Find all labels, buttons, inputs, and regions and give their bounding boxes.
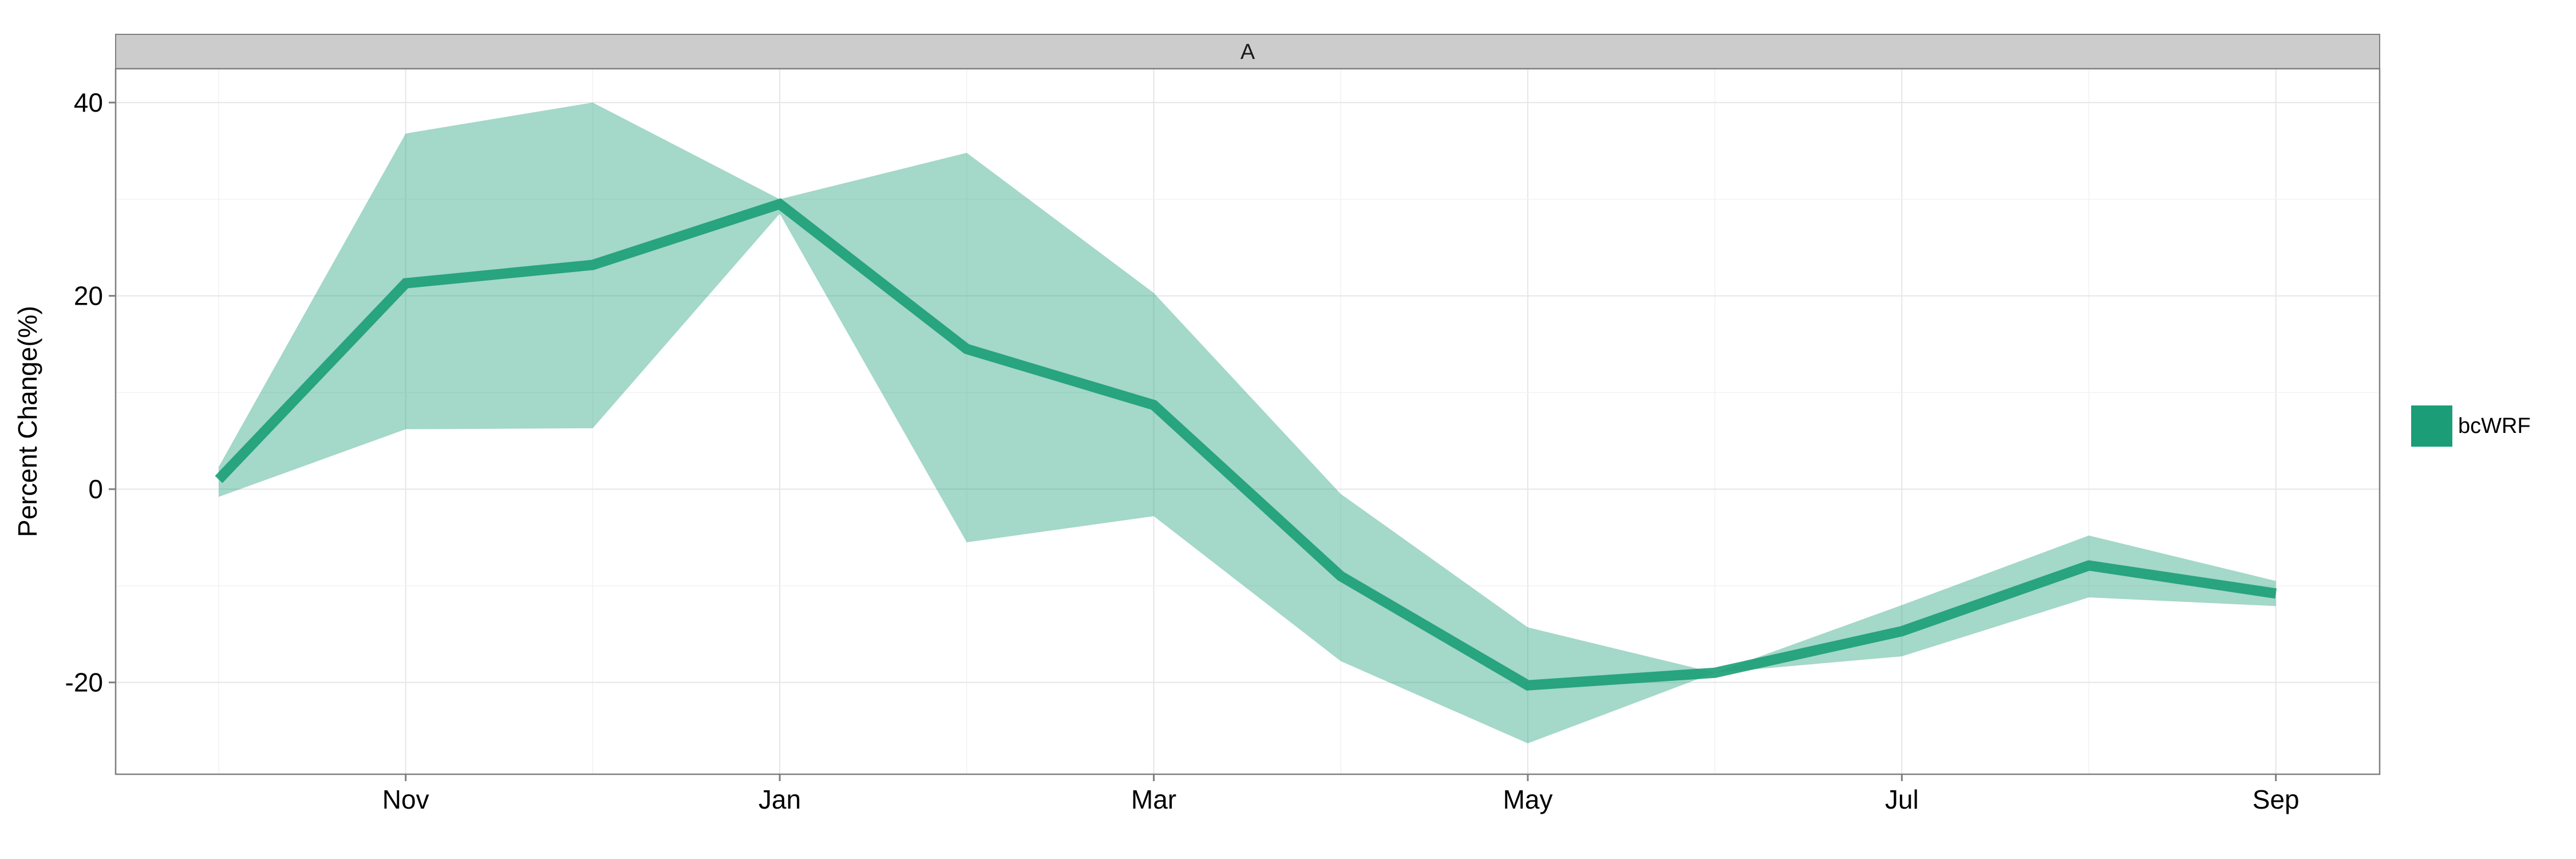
- legend-key-bcWRF: [2411, 405, 2452, 447]
- panel-label: A: [1240, 40, 1255, 64]
- x-tick-label: May: [1503, 785, 1552, 814]
- x-tick-label: Mar: [1131, 785, 1176, 814]
- y-tick-label: 0: [88, 474, 103, 504]
- panel-strip: [115, 34, 2380, 69]
- panel-border: [114, 68, 2381, 775]
- y-axis: -20 0 20 40: [65, 88, 116, 698]
- data-point-Sep: [2275, 593, 2276, 594]
- line-layer: [215, 198, 2277, 691]
- x-tick-label: Jul: [1885, 785, 1919, 814]
- y-axis-title: Percent Change(%): [13, 306, 42, 537]
- data-point-Jun: [1714, 672, 1715, 673]
- series-line-bcWRF: [215, 198, 2277, 691]
- grid: [116, 69, 2380, 774]
- x-tick-label: Sep: [2253, 785, 2300, 814]
- x-tick-label: Nov: [382, 785, 429, 814]
- ribbon-bcWRF: [219, 103, 2276, 743]
- y-tick-label: 40: [74, 88, 103, 117]
- x-axis: Nov Jan Mar May Jul Sep: [382, 774, 2300, 814]
- y-tick-label: 20: [74, 281, 103, 311]
- y-tick-label: -20: [65, 668, 103, 698]
- plot-panel: [116, 69, 2380, 774]
- ribbon-layer: [219, 103, 2276, 743]
- x-tick-label: Jan: [758, 785, 801, 814]
- legend-label-bcWRF: bcWRF: [2458, 414, 2531, 438]
- legend: bcWRF: [2411, 405, 2531, 447]
